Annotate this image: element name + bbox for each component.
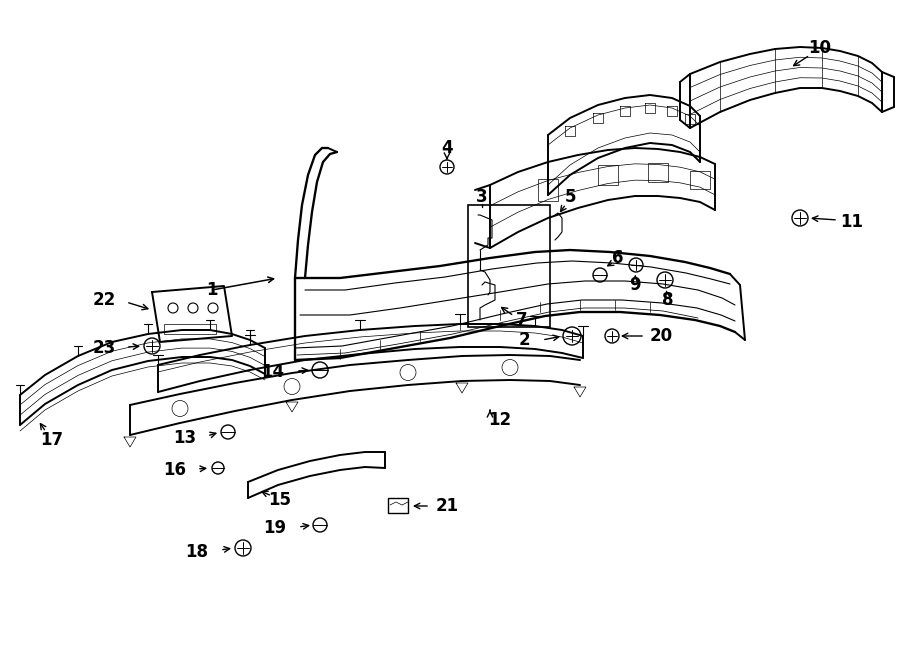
Text: 7: 7	[517, 311, 527, 329]
Bar	[468, 205, 550, 327]
Text: 11: 11	[840, 213, 863, 231]
Text: 9: 9	[629, 276, 641, 294]
Bar	[388, 498, 408, 513]
Text: 18: 18	[185, 543, 208, 561]
Text: 12: 12	[488, 411, 511, 429]
Text: 4: 4	[441, 139, 453, 157]
Bar	[164, 324, 216, 334]
Text: 17: 17	[40, 431, 64, 449]
Text: 1: 1	[206, 281, 218, 299]
Text: 20: 20	[650, 327, 673, 345]
Text: 19: 19	[263, 519, 286, 537]
Text: 14: 14	[261, 363, 284, 381]
Text: 23: 23	[93, 339, 116, 357]
Text: 22: 22	[93, 291, 116, 309]
Bar	[538, 178, 558, 201]
Text: 13: 13	[173, 429, 196, 447]
Text: 5: 5	[564, 188, 576, 206]
Text: 15: 15	[268, 491, 292, 509]
Bar	[690, 171, 710, 188]
Text: 10: 10	[808, 39, 832, 57]
Text: 6: 6	[612, 249, 624, 267]
Text: 16: 16	[163, 461, 186, 479]
Text: 3: 3	[476, 188, 488, 206]
Text: 2: 2	[518, 331, 530, 349]
Bar	[648, 163, 668, 182]
Bar	[598, 165, 618, 185]
Text: 8: 8	[662, 291, 674, 309]
Text: 21: 21	[436, 497, 459, 515]
